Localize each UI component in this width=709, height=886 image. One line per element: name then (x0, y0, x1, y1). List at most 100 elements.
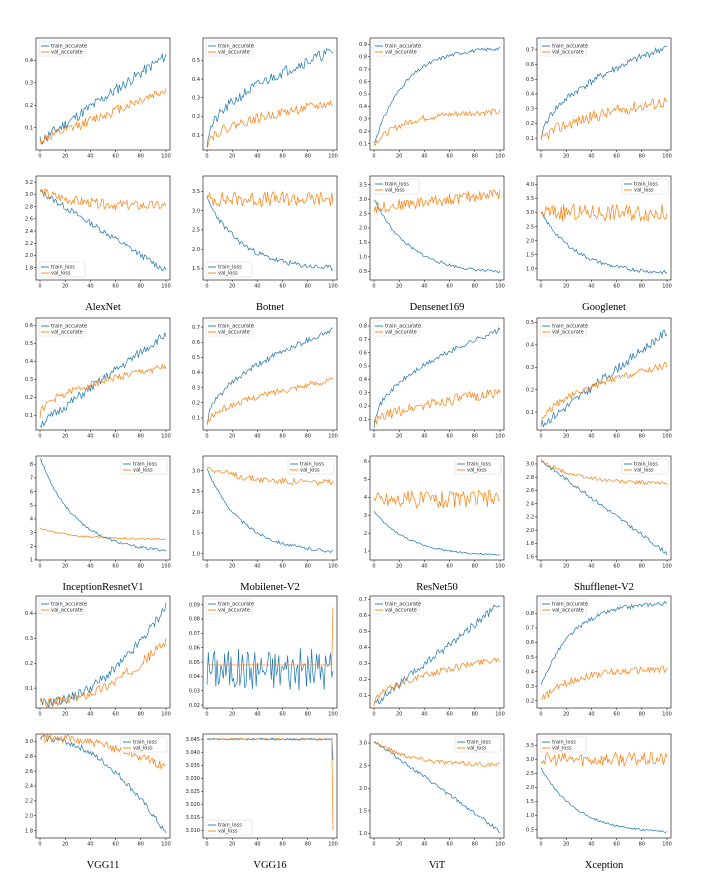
vit-loss-legend-label: val_loss (467, 746, 487, 752)
alexnet-loss-xtick-label: 20 (62, 284, 68, 290)
vgg11-loss-ytick-label: 2.2 (25, 799, 33, 805)
alexnet-loss-xtick-label: 100 (161, 284, 171, 290)
botnet-loss-ytick-label: 3.0 (192, 208, 200, 214)
googlenet-accuracy-xtick-label: 20 (563, 154, 569, 160)
vgg11-loss-ytick-label: 2.6 (25, 769, 33, 775)
botnet-accuracy-frame (202, 37, 338, 151)
botnet-loss-ytick-label: 2.5 (192, 228, 200, 234)
vgg11-loss-xtick-label: 20 (62, 842, 68, 848)
vgg11-accuracy-legend-label: train_accurate (51, 602, 87, 608)
inceptionresnetv1-loss-xtick-label: 40 (87, 564, 93, 570)
googlenet-accuracy-legend (539, 40, 587, 57)
resnet50-accuracy-val-line (373, 388, 501, 425)
vgg16-accuracy-legend-label: val_accurate (218, 608, 250, 614)
xception-accuracy-legend (539, 598, 587, 615)
vit-loss-xtick-label: 0 (372, 842, 375, 848)
densenet169-loss-val-line (373, 189, 501, 213)
botnet-accuracy-xtick-label: 20 (229, 154, 235, 160)
alexnet-loss-legend-label: train_loss (51, 265, 75, 271)
shufflenet-v2-loss-xtick-label: 0 (539, 564, 542, 570)
alexnet-loss-xtick-label: 0 (38, 284, 41, 290)
mobilenet-v2-accuracy-ytick-label: 0.1 (192, 416, 200, 422)
vgg16-loss-ytick-label: 3.035 (186, 763, 200, 769)
vgg16-loss-xtick-label: 0 (205, 842, 208, 848)
densenet169-loss-xtick-label: 100 (495, 284, 505, 290)
vgg11-loss-xtick-label: 0 (38, 842, 41, 848)
vgg11-loss-xtick-label: 60 (112, 842, 118, 848)
densenet169-accuracy-ytick-label: 0.9 (359, 42, 367, 48)
resnet50-loss-xtick-label: 0 (372, 564, 375, 570)
botnet-loss-xtick-label: 40 (254, 284, 260, 290)
chart-googlenet: 0 20 40 60 80 100 0.1 0.2 0.3 0.4 0.5 0.6 0.7 train_a… (526, 37, 672, 313)
inceptionresnetv1-accuracy-train-line (39, 332, 167, 428)
densenet169-accuracy-ytick-label: 0.7 (359, 67, 367, 73)
alexnet-loss-xtick-label: 40 (87, 284, 93, 290)
chart-alexnet: 0 20 40 60 80 100 0.1 0.2 0.3 0.4 train_accurateva… (25, 37, 171, 313)
xception-accuracy-frame (536, 595, 672, 709)
densenet169-accuracy-ytick-label: 0.8 (359, 54, 367, 60)
vgg16-loss-xtick-label: 60 (279, 842, 285, 848)
inceptionresnetv1-loss-xtick-label: 60 (112, 564, 118, 570)
resnet50-loss-frame (369, 455, 505, 561)
shufflenet-v2-loss-xtick-label: 40 (588, 564, 594, 570)
botnet-accuracy-xtick-label: 100 (328, 154, 338, 160)
densenet169-accuracy-xtick-label: 0 (372, 154, 375, 160)
mobilenet-v2-accuracy-xtick-label: 60 (279, 434, 285, 440)
inceptionresnetv1-accuracy-xtick-label: 100 (161, 434, 171, 440)
xception-accuracy-xtick-label: 40 (588, 712, 594, 718)
shufflenet-v2-loss-legend (621, 458, 669, 475)
mobilenet-v2-loss-legend-label: val_loss (300, 468, 320, 474)
xception-loss-ytick-label: 1.5 (526, 799, 534, 805)
inceptionresnetv1-loss-xtick-label: 20 (62, 564, 68, 570)
inceptionresnetv1-loss-ytick-label: 8 (30, 462, 33, 468)
resnet50-accuracy-ytick-label: 0.3 (359, 390, 367, 396)
vgg11-accuracy-xtick-label: 20 (62, 712, 68, 718)
caption-shufflenet-v2: Shufflenet-V2 (574, 582, 634, 593)
densenet169-accuracy-xtick-label: 80 (472, 154, 478, 160)
shufflenet-v2-loss-ytick-label: 2.8 (526, 475, 534, 481)
shufflenet-v2-accuracy-xtick-label: 80 (639, 434, 645, 440)
inceptionresnetv1-loss-xtick-label: 80 (138, 564, 144, 570)
botnet-accuracy-ytick-label: 0.1 (192, 133, 200, 139)
shufflenet-v2-loss-xtick-label: 20 (563, 564, 569, 570)
mobilenet-v2-accuracy-ytick-label: 0.3 (192, 385, 200, 391)
googlenet-loss-ytick-label: 4.0 (526, 182, 534, 188)
xception-loss-xtick-label: 100 (662, 842, 672, 848)
mobilenet-v2-loss-xtick-label: 40 (254, 564, 260, 570)
resnet50-loss-legend-label: val_loss (467, 468, 487, 474)
googlenet-accuracy-ytick-label: 0.3 (526, 106, 534, 112)
vgg11-loss-xtick-label: 80 (138, 842, 144, 848)
xception-loss-xtick-label: 80 (639, 842, 645, 848)
resnet50-accuracy-legend (372, 320, 420, 337)
vit-loss-xtick-label: 60 (446, 842, 452, 848)
inceptionresnetv1-accuracy-ytick-label: 0.5 (25, 341, 33, 347)
vit-loss-xtick-label: 20 (396, 842, 402, 848)
vgg11-accuracy-xtick-label: 40 (87, 712, 93, 718)
densenet169-accuracy-legend-label: train_accurate (385, 44, 421, 50)
googlenet-accuracy-xtick-label: 80 (639, 154, 645, 160)
inceptionresnetv1-loss-legend (120, 458, 168, 475)
resnet50-accuracy-xtick-label: 80 (472, 434, 478, 440)
vgg11-loss-val-line (39, 734, 167, 770)
vgg16-loss-xtick-label: 40 (254, 842, 260, 848)
inceptionresnetv1-loss-ytick-label: 1 (30, 558, 33, 564)
shufflenet-v2-accuracy-ytick-label: 0.5 (526, 320, 534, 326)
mobilenet-v2-accuracy-legend-label: val_accurate (218, 330, 250, 336)
googlenet-loss-val-line (540, 203, 668, 222)
botnet-loss-xtick-label: 20 (229, 284, 235, 290)
mobilenet-v2-loss-train-line (206, 468, 334, 553)
resnet50-accuracy-xtick-label: 20 (396, 434, 402, 440)
vit-loss-legend (454, 736, 502, 753)
vit-accuracy-xtick-label: 60 (446, 712, 452, 718)
xception-loss-ytick-label: 2.5 (526, 771, 534, 777)
vit-loss-ytick-label: 1.5 (359, 809, 367, 815)
mobilenet-v2-accuracy-xtick-label: 40 (254, 434, 260, 440)
alexnet-accuracy-ytick-label: 0.1 (25, 125, 33, 131)
mobilenet-v2-accuracy-ytick-label: 0.6 (192, 340, 200, 346)
densenet169-loss-xtick-label: 0 (372, 284, 375, 290)
alexnet-accuracy-frame (35, 37, 171, 151)
resnet50-loss-xtick-label: 20 (396, 564, 402, 570)
xception-accuracy-train-line (540, 600, 668, 685)
resnet50-loss-xtick-label: 60 (446, 564, 452, 570)
resnet50-accuracy-ytick-label: 0.8 (359, 324, 367, 330)
